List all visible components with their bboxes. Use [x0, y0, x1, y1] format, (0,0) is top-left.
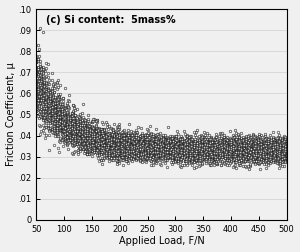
Text: (c) Si content:  5mass%: (c) Si content: 5mass% — [46, 15, 176, 25]
X-axis label: Applied Load, F/N: Applied Load, F/N — [118, 236, 204, 246]
Y-axis label: Friction Coefficient, μ: Friction Coefficient, μ — [6, 62, 16, 166]
